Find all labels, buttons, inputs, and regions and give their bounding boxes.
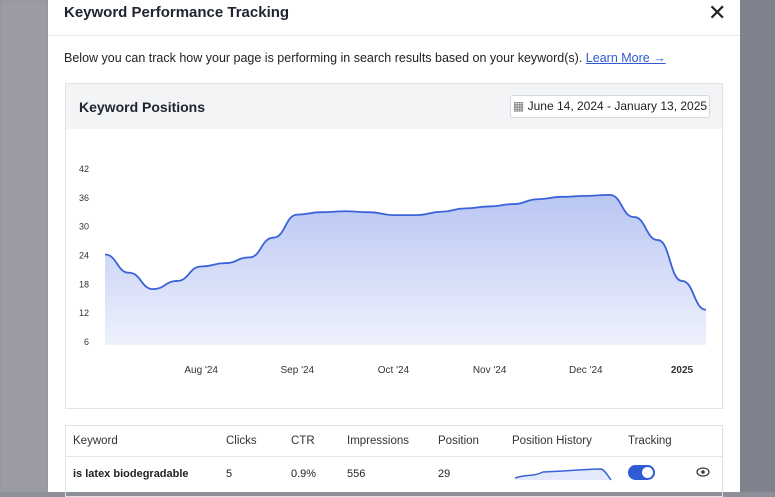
- x-tick-label: Oct '24: [378, 365, 410, 376]
- table-header: Position History: [512, 435, 592, 447]
- y-tick-label: 24: [79, 251, 89, 261]
- x-tick-label: Aug '24: [184, 365, 218, 376]
- x-tick-label: Sep '24: [281, 365, 315, 376]
- area: [105, 194, 706, 345]
- y-tick-label: 12: [79, 308, 89, 318]
- table-header: Clicks: [226, 435, 257, 447]
- description: Below you can track how your page is per…: [64, 51, 666, 65]
- x-tick-label: Nov '24: [473, 365, 507, 376]
- table-cell: 556: [347, 468, 365, 480]
- calendar-icon: ▦: [512, 99, 525, 113]
- chart-card: Keyword Positions ▦ June 14, 2024 - Janu…: [65, 83, 723, 409]
- y-tick-label: 18: [79, 279, 89, 289]
- date-range-button[interactable]: ▦ June 14, 2024 - January 13, 2025: [510, 95, 710, 118]
- date-range: June 14, 2024 - January 13, 2025: [527, 99, 708, 113]
- y-tick-label: 36: [79, 193, 89, 203]
- line: [104, 194, 707, 311]
- table-cell: is latex biodegradable: [73, 468, 189, 480]
- divider: [48, 35, 740, 36]
- close-button[interactable]: ✕: [708, 0, 727, 25]
- backdrop-right: [740, 0, 775, 492]
- table-header: Tracking: [628, 435, 672, 447]
- x-tick-label: 2025: [671, 365, 694, 376]
- modal-title: Keyword Performance Tracking: [64, 4, 290, 21]
- table-header: Keyword: [73, 435, 118, 447]
- position-history-sparkline: [514, 468, 612, 481]
- y-tick-label: 6: [84, 337, 89, 347]
- tracking-toggle[interactable]: [628, 465, 655, 480]
- eye-icon[interactable]: [696, 466, 710, 478]
- table-divider: [66, 456, 722, 457]
- chart-title: Keyword Positions: [79, 99, 206, 115]
- table-header: CTR: [291, 435, 315, 447]
- toggle-knob: [642, 467, 653, 478]
- table-cell: 29: [438, 468, 450, 480]
- learn-more-link[interactable]: Learn More →: [585, 51, 666, 65]
- backdrop: [0, 0, 48, 492]
- y-tick-label: 30: [79, 222, 89, 232]
- table-header: Impressions: [347, 435, 409, 447]
- table-cell: 5: [226, 468, 232, 480]
- table-cell: 0.9%: [291, 468, 316, 480]
- x-tick-label: Dec '24: [569, 365, 603, 376]
- table-header: Position: [438, 435, 479, 447]
- description-text: Below you can track how your page is per…: [64, 51, 583, 65]
- y-tick-label: 42: [79, 164, 89, 174]
